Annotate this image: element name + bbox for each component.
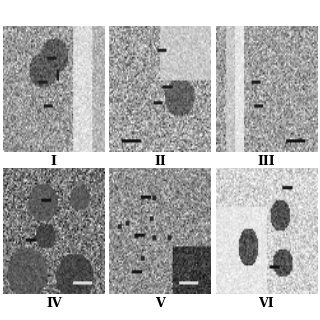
X-axis label: III: III <box>257 155 275 168</box>
X-axis label: II: II <box>154 155 166 168</box>
X-axis label: IV: IV <box>46 297 61 310</box>
X-axis label: VI: VI <box>259 297 274 310</box>
X-axis label: I: I <box>51 155 57 168</box>
X-axis label: V: V <box>155 297 165 310</box>
